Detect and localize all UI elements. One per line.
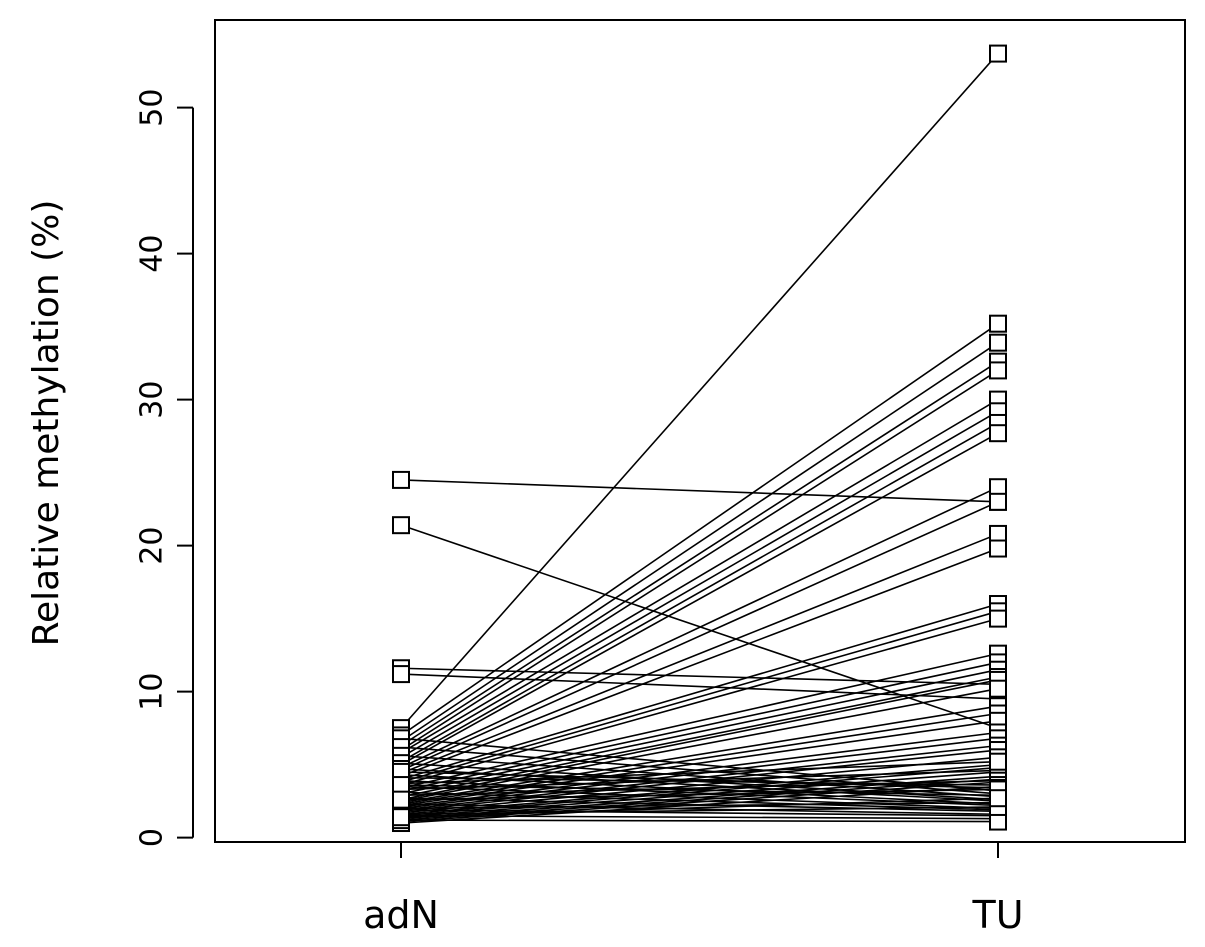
y-tick-label: 0 — [135, 828, 170, 847]
pair-line — [400, 788, 999, 801]
pair-line — [400, 806, 999, 816]
pair-line — [400, 667, 999, 686]
pair-line — [400, 776, 999, 786]
y-tick-label: 40 — [135, 235, 170, 273]
pair-line — [400, 801, 999, 810]
pair-line — [400, 479, 999, 503]
pair-line — [400, 737, 999, 792]
y-tick-label: 30 — [135, 381, 170, 419]
y-tick-label: 20 — [135, 527, 170, 565]
data-point-adn — [392, 470, 410, 489]
data-point-adn — [392, 516, 410, 535]
pair-line — [400, 410, 999, 759]
pair-line — [400, 791, 999, 811]
pair-line — [400, 676, 999, 798]
pair-line — [400, 760, 999, 785]
x-tick-label-adn: adN — [363, 893, 439, 937]
data-point-tu — [989, 789, 1007, 808]
pair-line — [400, 486, 999, 769]
pair-line — [400, 687, 999, 802]
pair-line — [400, 610, 999, 783]
y-axis-title: Relative methylation (%) — [26, 200, 67, 647]
data-point-tu — [989, 679, 1007, 698]
pair-line — [400, 369, 999, 751]
pair-line — [400, 398, 999, 754]
data-point-tu — [989, 752, 1007, 771]
pair-line — [400, 819, 999, 823]
data-point-adn — [392, 790, 410, 809]
pair-line — [400, 668, 999, 795]
y-ticks: 0 10 20 30 40 50 — [135, 89, 193, 847]
pair-line — [400, 809, 999, 817]
pair-line — [400, 533, 999, 775]
pair-line — [400, 803, 999, 816]
data-point-tu — [989, 812, 1007, 831]
data-point-adn — [392, 776, 410, 795]
pair-line — [400, 432, 999, 766]
data-point-tu — [989, 524, 1007, 543]
data-point-tu — [989, 361, 1007, 380]
x-ticks: adN TU — [363, 842, 1024, 937]
pair-line — [400, 784, 999, 797]
pair-line — [400, 323, 999, 737]
pair-line — [400, 422, 999, 763]
plot-frame — [214, 19, 1186, 843]
pair-line — [400, 652, 999, 789]
y-tick-label: 10 — [135, 673, 170, 711]
data-point-tu — [989, 492, 1007, 511]
pair-line — [400, 603, 999, 780]
pair-line — [400, 360, 999, 747]
data-point-tu — [989, 609, 1007, 628]
pair-line — [400, 814, 999, 820]
pair-line — [400, 720, 999, 807]
pair-line — [400, 771, 999, 789]
data-point-tu — [989, 44, 1007, 63]
pair-line — [400, 744, 999, 811]
y-tick-label: 50 — [135, 89, 170, 127]
pair-line — [400, 755, 999, 798]
pair-line — [400, 53, 999, 729]
paired-series — [392, 44, 1007, 833]
data-point-tu — [989, 478, 1007, 497]
pair-line — [400, 501, 999, 772]
data-point-tu — [989, 424, 1007, 443]
pair-line — [400, 547, 999, 778]
pair-line — [400, 712, 999, 805]
data-point-tu — [989, 314, 1007, 333]
pair-line — [400, 785, 999, 810]
pair-line — [400, 342, 999, 742]
data-point-adn — [392, 665, 410, 684]
data-point-tu — [989, 333, 1007, 352]
data-point-adn — [392, 808, 410, 827]
data-point-tu — [989, 539, 1007, 558]
pair-line — [400, 797, 999, 818]
x-axis: adN TU — [363, 842, 1024, 937]
pair-line — [400, 617, 999, 786]
y-axis: 0 10 20 30 40 50 — [135, 89, 194, 847]
pair-line — [400, 673, 999, 700]
x-tick-label-tu: TU — [971, 893, 1023, 937]
